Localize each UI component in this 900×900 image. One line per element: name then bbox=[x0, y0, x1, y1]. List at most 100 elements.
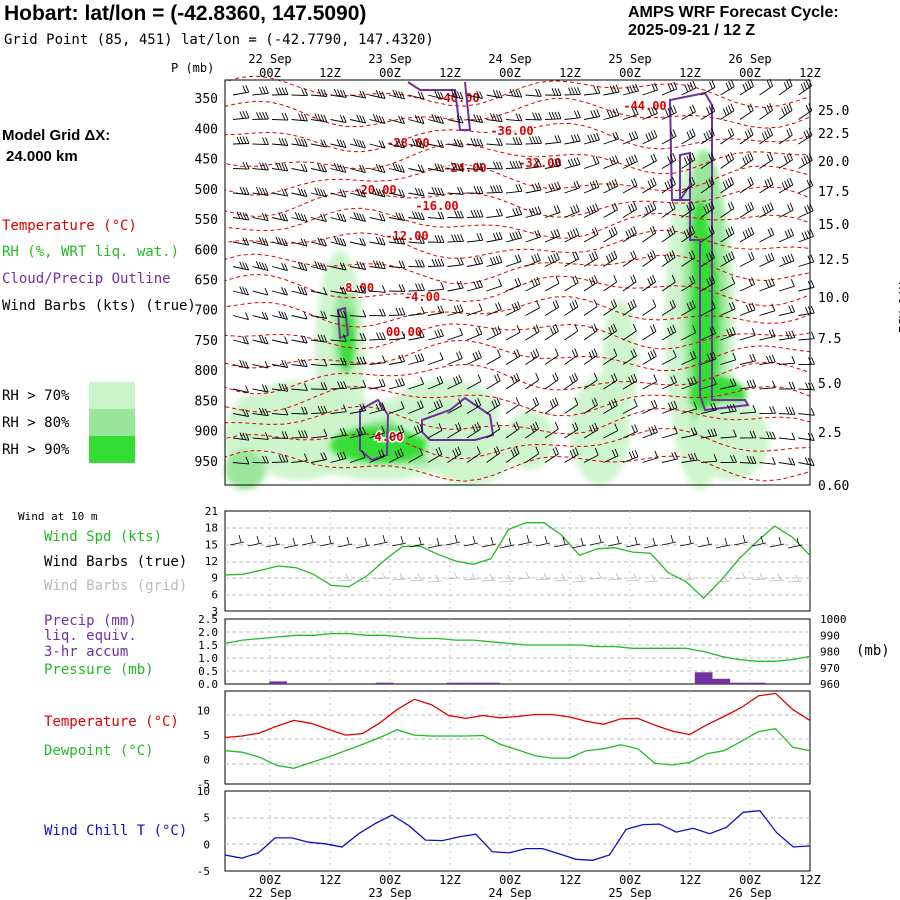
bottom-date-label: 25 Sep bbox=[608, 886, 651, 900]
wind-barb bbox=[661, 129, 677, 145]
wind-barb bbox=[603, 274, 618, 292]
wind-barb bbox=[252, 186, 269, 196]
wind-barb bbox=[642, 106, 658, 120]
wind-barb bbox=[349, 333, 367, 341]
wind-barb bbox=[408, 138, 425, 149]
pressure-tick-label: 700 bbox=[195, 304, 218, 319]
wind-barb bbox=[271, 359, 289, 368]
wind-barb bbox=[388, 188, 406, 197]
wind-barb bbox=[798, 357, 815, 365]
wind-barb bbox=[388, 448, 404, 463]
wind-barb bbox=[700, 454, 718, 463]
height-tick-label: 20.0 bbox=[818, 155, 849, 170]
wind-barb bbox=[486, 397, 501, 414]
wind-barb bbox=[525, 276, 541, 292]
wind-barb bbox=[330, 286, 347, 295]
wind-barb bbox=[583, 397, 598, 414]
wind-barb bbox=[622, 226, 637, 243]
wind-barb bbox=[466, 446, 481, 463]
wind-barb bbox=[447, 351, 463, 365]
wind-barb bbox=[720, 103, 735, 120]
top-date-label: 26 Sep bbox=[728, 52, 771, 66]
grid-wind-barb bbox=[679, 572, 695, 581]
wind-barb bbox=[544, 397, 559, 414]
wind-barb bbox=[661, 451, 679, 463]
height-tick-label: 17.5 bbox=[818, 185, 849, 200]
wind-barb bbox=[252, 111, 269, 120]
wind-barb bbox=[583, 299, 598, 316]
wind-barb bbox=[681, 176, 696, 194]
wind-barb bbox=[798, 457, 815, 467]
wind-barb bbox=[505, 113, 523, 122]
wind-barb bbox=[778, 330, 796, 341]
wind-barb bbox=[388, 212, 406, 221]
surface-wind-barb bbox=[751, 535, 767, 547]
wind-barb bbox=[408, 353, 425, 365]
wind-barb bbox=[681, 128, 696, 145]
forecast-cycle-label: AMPS WRF Forecast Cycle: bbox=[628, 4, 839, 21]
temp-tick-label: 10 bbox=[197, 705, 210, 718]
wind-barb bbox=[525, 372, 540, 390]
wind-tick-label: 21 bbox=[205, 505, 218, 518]
wind-barb bbox=[759, 303, 776, 316]
legend-rh70-label: RH > 70% bbox=[2, 388, 70, 404]
pressure-tick-label: 980 bbox=[820, 646, 840, 659]
wind-barb bbox=[505, 88, 523, 98]
windchill-tick-label: -5 bbox=[197, 865, 210, 878]
wind-barb bbox=[720, 176, 735, 194]
surface-wind-barb bbox=[463, 535, 479, 547]
top-time-tick-label: 12Z bbox=[679, 66, 701, 80]
wind-barb bbox=[271, 310, 288, 320]
wind-barb bbox=[310, 429, 328, 439]
wind-barb bbox=[759, 78, 774, 96]
wind-barb bbox=[447, 234, 464, 243]
wind-barb bbox=[369, 332, 386, 341]
wind-barb bbox=[349, 114, 367, 124]
wind-barb bbox=[232, 211, 250, 221]
pressure-unit: (mb) bbox=[856, 643, 890, 659]
wind-barb bbox=[700, 250, 715, 267]
surface-wind-barb bbox=[247, 535, 263, 547]
wind-barb bbox=[291, 113, 308, 122]
grid-wind-barb bbox=[427, 574, 443, 583]
wind-barb bbox=[310, 382, 328, 390]
wind-barb bbox=[700, 104, 716, 120]
temperature-contour bbox=[224, 427, 811, 460]
wind-barb bbox=[720, 251, 735, 267]
legend-rh: RH (%, WRT liq. wat.) bbox=[2, 244, 180, 260]
wind-barb bbox=[720, 327, 736, 341]
precip-tick-label: 1.0 bbox=[198, 652, 218, 665]
cloud-precip-outline bbox=[407, 81, 472, 131]
wind-barb bbox=[583, 156, 600, 169]
bottom-time-tick-label: 12Z bbox=[559, 873, 581, 887]
wind-barb bbox=[486, 208, 503, 218]
wind-barb bbox=[369, 449, 385, 463]
pressure-tick-label: 800 bbox=[195, 364, 218, 379]
wind-barb bbox=[369, 140, 386, 149]
wind-barb bbox=[427, 423, 443, 439]
wind-barb bbox=[505, 349, 521, 365]
surface-wind-barb bbox=[715, 537, 731, 549]
temperature-contour bbox=[224, 385, 811, 417]
cross-section-frame bbox=[224, 79, 811, 486]
grid-wind-barb bbox=[643, 574, 659, 583]
wind-barb bbox=[408, 423, 424, 439]
wind-barb bbox=[252, 335, 269, 345]
bottom-time-tick-label: 00Z bbox=[499, 873, 521, 887]
wind-barb bbox=[720, 378, 737, 390]
temperature-contour bbox=[224, 122, 811, 153]
wind-barb bbox=[271, 188, 289, 197]
wind-barb bbox=[525, 397, 540, 414]
temperature-contour bbox=[224, 273, 811, 307]
wind-tick-label: 9 bbox=[211, 572, 218, 585]
wind-barb bbox=[310, 261, 327, 271]
wind-barb bbox=[759, 127, 774, 145]
wind-barb bbox=[252, 311, 269, 321]
top-time-tick-label: 00Z bbox=[259, 66, 281, 80]
grid-wind-barb bbox=[769, 573, 785, 582]
wind-barb bbox=[544, 252, 560, 267]
wind-barb bbox=[388, 377, 405, 390]
wind-barb bbox=[525, 159, 542, 169]
grid-wind-barb bbox=[535, 572, 551, 581]
wind-barb bbox=[622, 299, 637, 316]
